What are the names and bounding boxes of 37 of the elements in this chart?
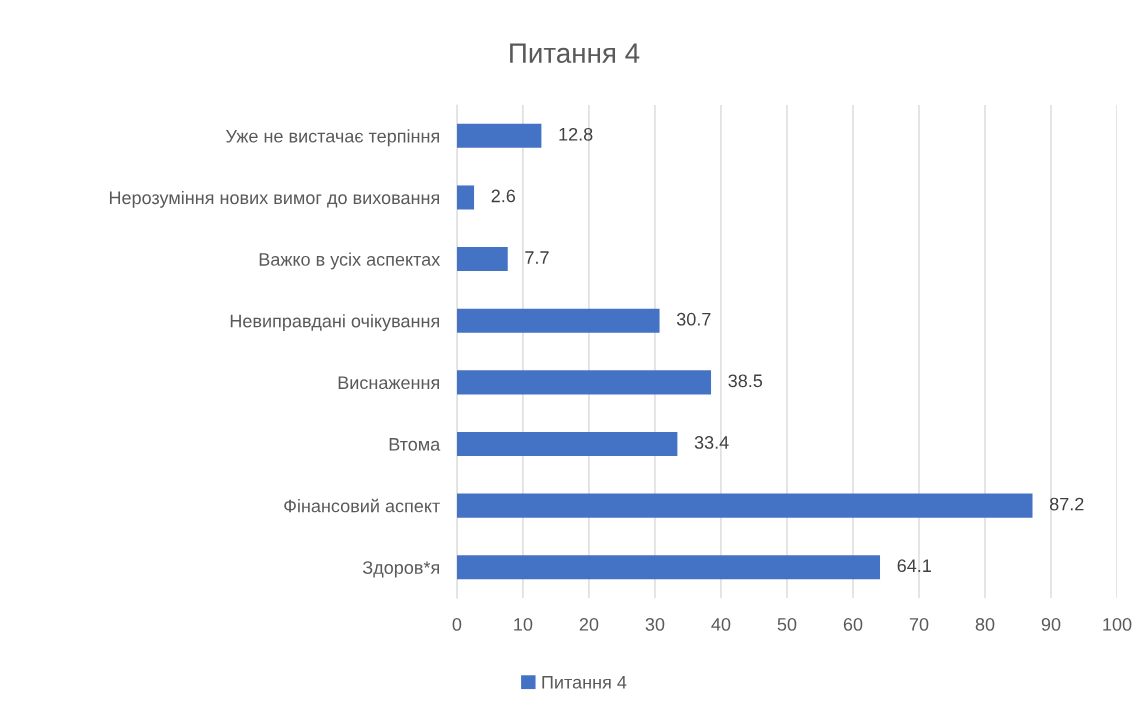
x-tick-label: 40 [711,618,731,631]
bar [456,185,475,210]
bar [456,493,1033,518]
chart-title: Питання 4 [510,43,640,63]
x-tick-label: 20 [579,618,599,631]
data-label: 7.7 [525,251,549,264]
y-tick-label: Здоров*я [362,561,439,578]
x-tick-label: 60 [843,618,863,631]
data-label: 38.5 [728,374,763,388]
y-tick-label: Фінансовий аспект [284,498,440,513]
x-tick-label: 30 [645,618,665,631]
data-label: 64.1 [897,559,931,573]
x-tick-label: 0 [452,618,462,631]
y-tick-label: Уже не вистачає терпіння [225,129,439,147]
data-label: 87.2 [1049,497,1084,511]
x-tick-label: 50 [777,618,797,631]
y-tick-label: Нерозуміння нових вимог до виховання [109,190,439,208]
data-label: 12.8 [559,127,593,141]
data-label: 30.7 [676,312,711,326]
x-tick-label: 10 [514,618,533,631]
bar [456,370,712,395]
x-tick-label: 100 [1103,618,1132,631]
y-tick-label: Невиправдані очікування [230,314,439,332]
bar [456,123,542,148]
data-label: 33.4 [694,436,729,449]
y-tick-label: Втома [389,438,441,451]
data-label: 2.6 [491,189,516,203]
legend-label: Питання 4 [542,676,627,689]
x-tick-label: 70 [909,618,929,631]
x-tick-label: 80 [975,618,995,631]
y-tick-label: Важко в усіх аспектах [259,252,441,270]
y-tick-label: Виснаження [338,376,439,390]
bar [456,308,660,333]
bar [456,555,881,580]
bar [456,431,678,457]
bar [456,247,508,272]
x-tick-label: 90 [1041,618,1061,631]
